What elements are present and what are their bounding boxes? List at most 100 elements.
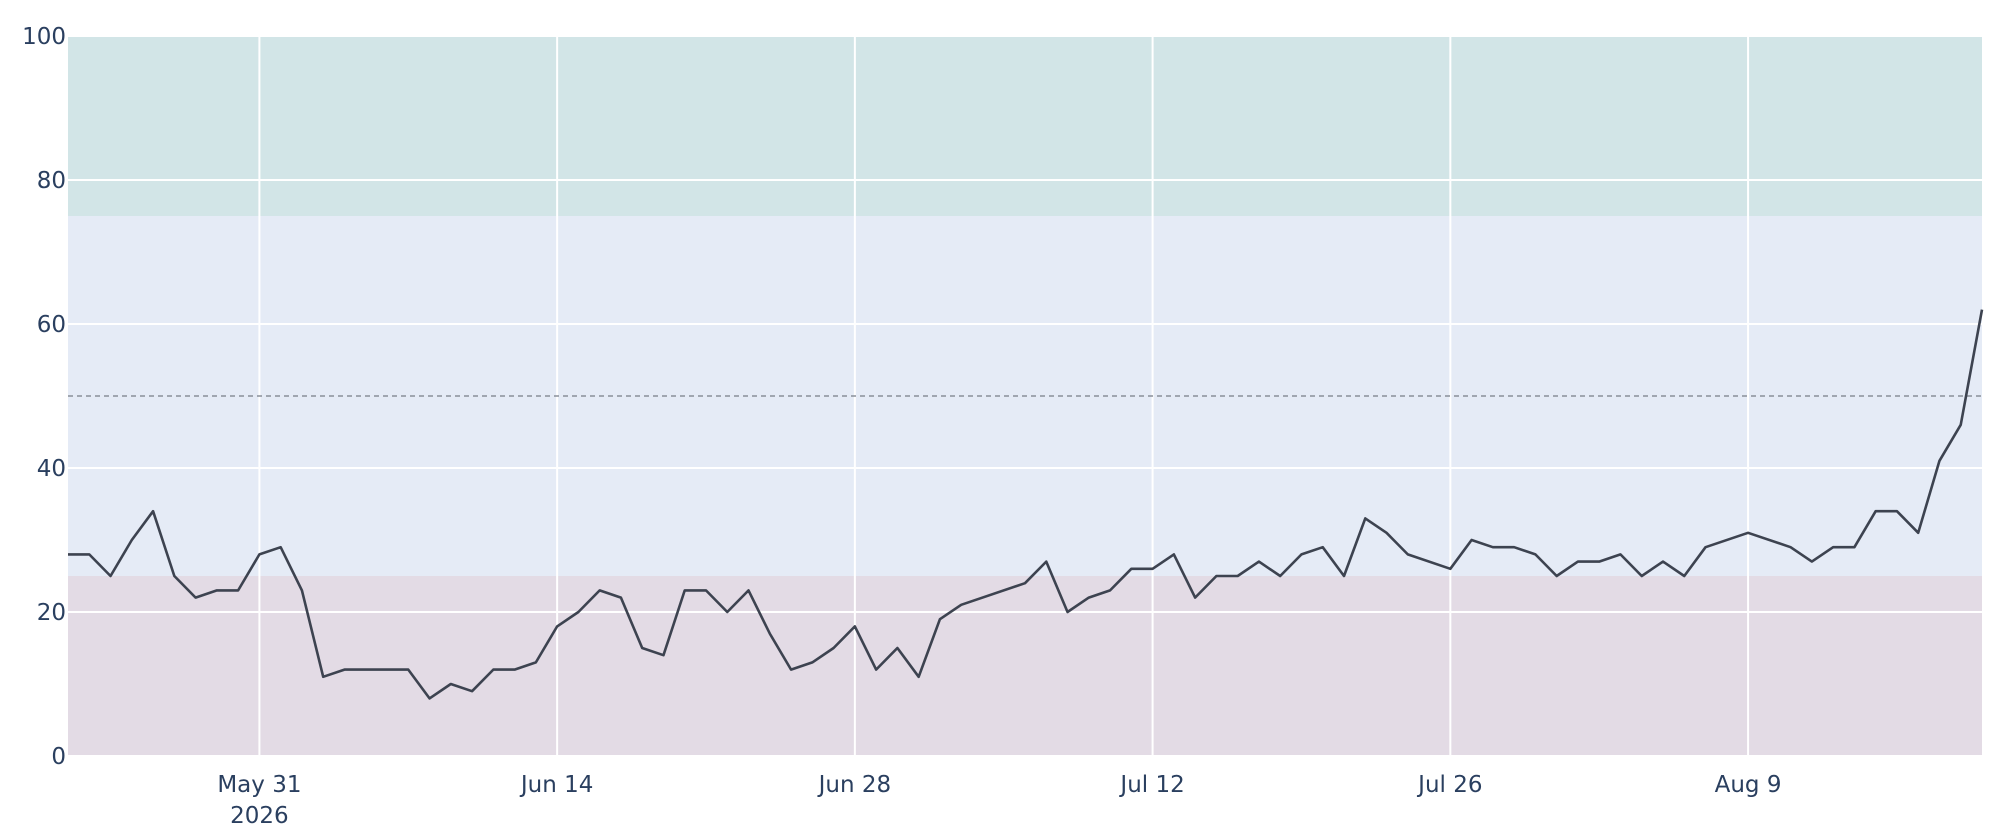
data-point-0-23 bbox=[554, 623, 560, 629]
data-point-0-71 bbox=[1639, 573, 1645, 579]
data-point-0-46 bbox=[1086, 595, 1092, 601]
series-layer bbox=[65, 307, 1985, 701]
data-point-0-34 bbox=[788, 667, 794, 673]
data-point-0-50 bbox=[1171, 551, 1177, 557]
data-point-0-38 bbox=[873, 667, 879, 673]
x-tick-label-0: May 31 bbox=[217, 772, 301, 798]
data-point-0-77 bbox=[1809, 559, 1815, 565]
data-point-0-73 bbox=[1681, 573, 1687, 579]
series-line-0 bbox=[68, 309, 1984, 700]
data-point-0-43 bbox=[1022, 580, 1028, 586]
data-point-0-31 bbox=[724, 609, 730, 615]
x-axis-ticks: May 31 2026 Jun 14 Jun 28 Jul 12 Jul 26 Aug 9 bbox=[217, 772, 1781, 829]
data-point-0-36 bbox=[831, 645, 837, 651]
data-point-0-14 bbox=[363, 667, 369, 673]
data-point-0-40 bbox=[916, 674, 922, 680]
data-point-0-26 bbox=[618, 595, 624, 601]
data-point-0-16 bbox=[405, 667, 411, 673]
band-2 bbox=[68, 36, 1982, 216]
data-point-0-81 bbox=[1894, 508, 1900, 514]
data-point-0-53 bbox=[1235, 573, 1241, 579]
data-point-0-19 bbox=[469, 688, 475, 694]
y-tick-label-80: 80 bbox=[37, 168, 66, 194]
data-point-0-84 bbox=[1958, 422, 1964, 428]
data-point-0-15 bbox=[384, 667, 390, 673]
data-point-0-78 bbox=[1830, 544, 1836, 550]
data-point-0-1 bbox=[86, 551, 92, 557]
data-point-0-45 bbox=[1065, 609, 1071, 615]
data-point-0-54 bbox=[1256, 559, 1262, 565]
data-point-0-57 bbox=[1320, 544, 1326, 550]
data-point-0-51 bbox=[1192, 595, 1198, 601]
x-tick-label-5: Aug 9 bbox=[1715, 772, 1782, 798]
data-point-0-44 bbox=[1043, 559, 1049, 565]
data-point-0-28 bbox=[660, 652, 666, 658]
data-point-0-72 bbox=[1660, 559, 1666, 565]
data-point-0-63 bbox=[1469, 537, 1475, 543]
y-tick-label-40: 40 bbox=[37, 456, 66, 482]
data-point-0-5 bbox=[171, 573, 177, 579]
data-point-0-61 bbox=[1405, 551, 1411, 557]
data-point-0-58 bbox=[1341, 573, 1347, 579]
data-point-0-80 bbox=[1873, 508, 1879, 514]
x-tick-label-1: Jun 14 bbox=[519, 772, 594, 798]
data-point-0-49 bbox=[1150, 566, 1156, 572]
data-point-0-65 bbox=[1511, 544, 1517, 550]
data-point-0-0 bbox=[65, 551, 71, 557]
data-point-0-22 bbox=[533, 659, 539, 665]
data-point-0-85 bbox=[1979, 307, 1985, 313]
data-point-0-68 bbox=[1575, 559, 1581, 565]
data-point-0-64 bbox=[1490, 544, 1496, 550]
data-point-0-47 bbox=[1107, 587, 1113, 593]
data-point-0-21 bbox=[512, 667, 518, 673]
data-point-0-8 bbox=[235, 587, 241, 593]
data-point-0-17 bbox=[427, 695, 433, 701]
data-point-0-55 bbox=[1277, 573, 1283, 579]
data-point-0-35 bbox=[809, 659, 815, 665]
data-point-0-18 bbox=[448, 681, 454, 687]
data-point-0-9 bbox=[256, 551, 262, 557]
data-point-0-32 bbox=[746, 587, 752, 593]
data-point-0-67 bbox=[1554, 573, 1560, 579]
data-point-0-10 bbox=[278, 544, 284, 550]
data-point-0-56 bbox=[1298, 551, 1304, 557]
y-tick-label-20: 20 bbox=[37, 600, 66, 626]
band-0 bbox=[68, 576, 1982, 756]
data-point-0-62 bbox=[1447, 566, 1453, 572]
data-point-0-69 bbox=[1596, 559, 1602, 565]
y-tick-label-100: 100 bbox=[22, 24, 66, 50]
y-axis-ticks: 0 20 40 60 80 100 bbox=[22, 24, 66, 770]
data-point-0-30 bbox=[703, 587, 709, 593]
x-tick-label-3: Jul 12 bbox=[1118, 772, 1184, 798]
data-point-0-4 bbox=[150, 508, 156, 514]
data-point-0-82 bbox=[1915, 530, 1921, 536]
data-point-0-3 bbox=[129, 537, 135, 543]
data-point-0-48 bbox=[1128, 566, 1134, 572]
data-point-0-6 bbox=[193, 595, 199, 601]
data-point-0-83 bbox=[1936, 458, 1942, 464]
data-point-0-25 bbox=[597, 587, 603, 593]
data-point-0-20 bbox=[490, 667, 496, 673]
x-tick-label-2: Jun 28 bbox=[817, 772, 892, 798]
data-point-0-39 bbox=[894, 645, 900, 651]
data-point-0-76 bbox=[1788, 544, 1794, 550]
data-point-0-70 bbox=[1617, 551, 1623, 557]
x-tick-label-4: Jul 26 bbox=[1416, 772, 1482, 798]
data-point-0-79 bbox=[1851, 544, 1857, 550]
y-tick-label-0: 0 bbox=[51, 744, 66, 770]
data-point-0-42 bbox=[958, 602, 964, 608]
data-point-0-13 bbox=[341, 667, 347, 673]
data-point-0-2 bbox=[108, 573, 114, 579]
x-tick-sublabel-0: 2026 bbox=[230, 803, 289, 829]
data-point-0-52 bbox=[1213, 573, 1219, 579]
data-point-0-7 bbox=[214, 587, 220, 593]
data-point-0-37 bbox=[852, 623, 858, 629]
data-point-0-59 bbox=[1362, 515, 1368, 521]
data-point-0-41 bbox=[937, 616, 943, 622]
data-point-0-11 bbox=[299, 587, 305, 593]
data-point-0-66 bbox=[1532, 551, 1538, 557]
data-point-0-27 bbox=[639, 645, 645, 651]
data-point-0-60 bbox=[1384, 530, 1390, 536]
data-point-0-24 bbox=[575, 609, 581, 615]
